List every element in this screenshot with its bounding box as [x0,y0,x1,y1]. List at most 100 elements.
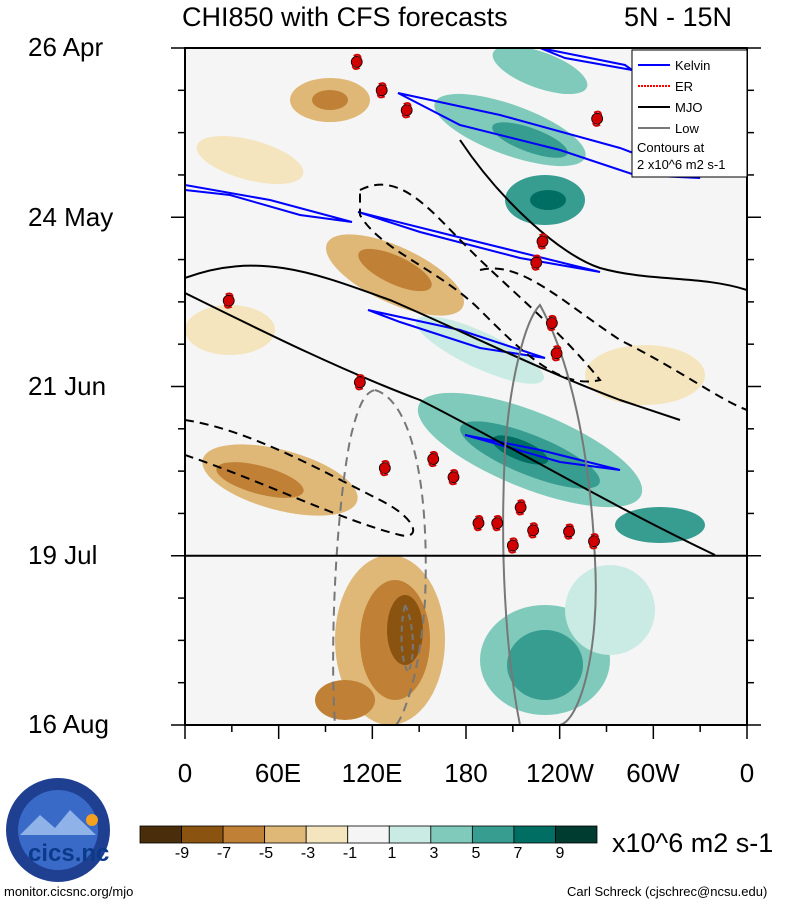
storm-marker [506,537,519,554]
chart-title: CHI850 with CFS forecasts [182,2,508,32]
storm-marker-core [588,535,600,548]
storm-marker-arms [531,254,542,271]
kelvin-contour [357,211,601,273]
storm-marker-arms [379,459,390,477]
storm-marker-core [447,471,460,484]
storm-marker [527,522,540,539]
storm-marker [514,499,527,516]
contour-lines [185,48,747,725]
storm-marker-arms [473,514,484,532]
storm-marker [222,292,235,309]
legend-label: Low [675,121,699,136]
storm-marker [378,459,391,477]
x-tick-label: 0 [739,758,755,788]
dry-anomaly [358,248,432,292]
storm-marker-core [591,112,604,125]
colorbar-tick: 7 [513,845,523,862]
storm-marker [400,102,413,119]
storm-marker-core [400,104,413,117]
low-contour [502,303,597,725]
dry-anomaly [312,90,348,110]
mjo-dashed-contour [185,419,415,537]
storm-marker-core [530,256,543,269]
colorbar-tick: -7 [216,845,232,862]
colorbar-tick: 3 [429,845,439,862]
storm-marker-arms [492,514,503,532]
storm-marker [472,514,485,532]
x-tick-label: 0 [177,758,193,788]
logo-sun [86,814,98,826]
x-tick-label: 120W [526,758,594,788]
colorbar-tick: -3 [300,845,316,862]
wet-anomaly [507,630,583,700]
storm-marker-arms [223,292,234,309]
storm-marker [491,514,504,532]
storm-marker-arms [551,345,562,362]
colorbar-swatch [181,825,224,844]
storm-marker [536,233,549,250]
storm-marker-core [550,347,563,360]
source-link[interactable]: monitor.cicsnc.org/mjo [4,884,134,899]
colorbar-swatch [471,825,515,844]
wet-anomaly [492,48,588,95]
storm-marker [588,533,600,550]
storm-marker-core [350,56,363,68]
colorbar-units: x10^6 m2 s-1 [612,828,774,858]
y-tick-label: 16 Aug [28,709,109,739]
storm-markers [222,53,604,554]
colorbar-swatch [513,825,556,844]
storm-marker [350,53,363,71]
storm-marker-core [527,524,540,537]
legend: Kelvin ER MJO Low Contours at 2 x10^6 m2… [631,49,748,178]
cics-logo [6,778,110,882]
low-dashed-contour [332,388,427,725]
colorbar-tick: 5 [471,845,481,862]
author-credit: Carl Schreck (cjschrec@ncsu.edu) [567,884,768,899]
y-tick-label: 21 Jun [28,371,107,401]
storm-marker-core [514,501,527,514]
dry-anomaly [387,595,423,665]
storm-marker [591,110,604,127]
storm-marker [550,345,563,362]
storm-marker [545,314,558,332]
storm-marker-arms [546,314,557,332]
colorbar-swatch [555,825,598,844]
dry-anomaly [216,462,304,498]
storm-marker-arms [515,499,526,516]
legend-label: Kelvin [675,58,710,73]
storm-marker-arms [507,537,518,554]
axis-ticks [171,47,761,739]
colorbar-swatch [305,825,349,844]
legend-box [631,49,748,178]
logo-text: cics.nc [28,840,110,867]
storm-marker-core [506,539,519,552]
x-tick-label: 180 [444,758,488,788]
colorbar-swatch [222,825,266,844]
mjo-dashed-contour [479,267,747,411]
storm-marker-arms [537,233,548,250]
logo-mountains [20,810,96,835]
x-tick-label: 120E [341,758,403,788]
mjo-contour [185,292,716,556]
storm-marker-core [353,376,366,389]
storm-marker-core [563,525,575,538]
kelvin-contour [367,309,546,359]
dry-anomaly [315,680,375,720]
x-tick-label: 60E [254,758,302,788]
colorbar-swatch [347,825,390,844]
storm-marker [447,469,460,486]
storm-marker-arms [448,469,459,486]
wet-anomaly [492,122,568,158]
storm-marker-arms [376,82,387,99]
dry-anomaly [585,345,705,405]
storm-marker-core [427,453,440,465]
mjo-contour [185,264,681,421]
colorbar-tick: 1 [387,845,397,862]
legend-note: 2 x10^6 m2 s-1 [637,157,725,172]
legend-label: ER [675,79,693,94]
storm-marker-core [375,84,388,97]
colorbar-tick: -1 [342,845,358,862]
colorbar-tick: -9 [174,845,190,862]
colorbar-swatch [388,825,432,844]
